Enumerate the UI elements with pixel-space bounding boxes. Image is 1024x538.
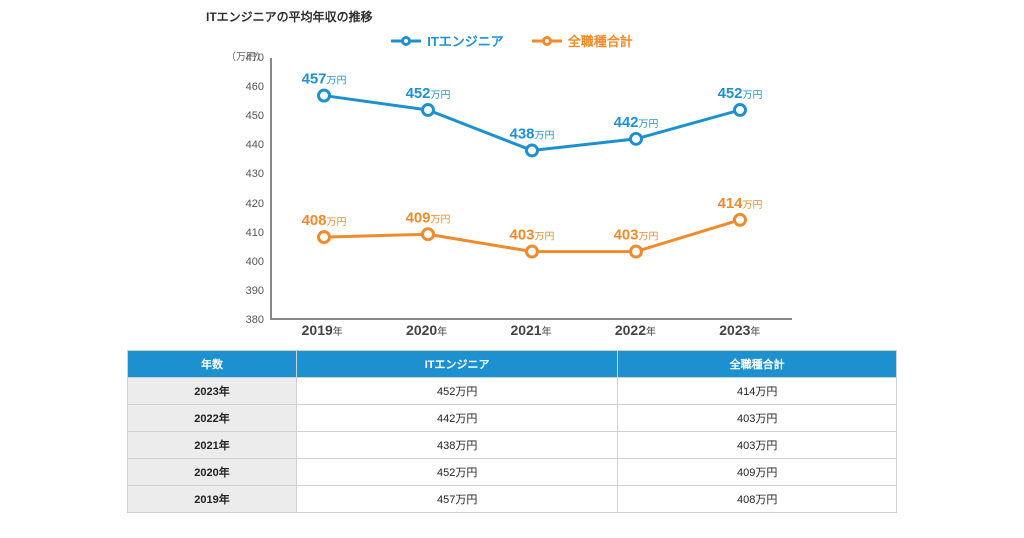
- table-header-cell: ITエンジニア: [297, 351, 618, 378]
- table-cell: 2022年: [128, 405, 297, 432]
- y-tick: 460: [246, 81, 264, 93]
- table-cell: 2020年: [128, 459, 297, 486]
- x-tick: 2022年: [583, 322, 687, 344]
- y-axis: 380390400410420430440450460470: [232, 58, 270, 320]
- data-label: 403万円: [614, 228, 659, 244]
- table-cell: 442万円: [297, 405, 618, 432]
- legend-swatch: [391, 34, 421, 48]
- data-label: 409万円: [406, 210, 451, 226]
- y-tick: 470: [246, 52, 264, 64]
- table-cell: 408万円: [618, 486, 897, 513]
- data-point: [735, 105, 746, 116]
- x-tick: 2019年: [270, 322, 374, 344]
- table-cell: 438万円: [297, 432, 618, 459]
- data-label: 408万円: [302, 213, 347, 229]
- y-tick: 440: [246, 139, 264, 151]
- y-tick: 420: [246, 198, 264, 210]
- table-row: 2022年442万円403万円: [128, 405, 897, 432]
- table-cell: 2021年: [128, 432, 297, 459]
- table-cell: 2023年: [128, 378, 297, 405]
- x-tick: 2021年: [479, 322, 583, 344]
- x-axis: 2019年2020年2021年2022年2023年: [270, 322, 792, 344]
- data-label: 403万円: [510, 228, 555, 244]
- table-header-cell: 年数: [128, 351, 297, 378]
- data-point: [527, 145, 538, 156]
- table-row: 2020年452万円409万円: [128, 459, 897, 486]
- data-point: [735, 214, 746, 225]
- chart-title: ITエンジニアの平均年収の推移: [206, 8, 988, 25]
- data-label: 438万円: [510, 127, 555, 143]
- table-row: 2023年452万円414万円: [128, 378, 897, 405]
- data-point: [423, 229, 434, 240]
- table-header-cell: 全職種合計: [618, 351, 897, 378]
- data-point: [319, 90, 330, 101]
- table-cell: 414万円: [618, 378, 897, 405]
- data-table: 年数ITエンジニア全職種合計 2023年452万円414万円2022年442万円…: [127, 350, 897, 513]
- data-label: 457万円: [302, 72, 347, 88]
- table-header: 年数ITエンジニア全職種合計: [128, 351, 897, 378]
- data-point: [423, 105, 434, 116]
- legend-swatch: [532, 34, 562, 48]
- y-tick: 390: [246, 285, 264, 297]
- table-cell: 2019年: [128, 486, 297, 513]
- chart-svg: 457万円 452万円 438万円 442万円 452万円 408万円 409万円 403万円…: [272, 58, 792, 318]
- table-cell: 452万円: [297, 459, 618, 486]
- legend-label: ITエンジニア: [427, 31, 504, 50]
- table-cell: 409万円: [618, 459, 897, 486]
- y-tick: 380: [246, 314, 264, 326]
- x-tick: 2020年: [374, 322, 478, 344]
- y-tick: 410: [246, 227, 264, 239]
- data-label: 414万円: [718, 196, 763, 212]
- table-cell: 403万円: [618, 432, 897, 459]
- data-label: 452万円: [718, 86, 763, 102]
- chart-legend: ITエンジニア 全職種合計: [36, 31, 988, 50]
- y-tick: 430: [246, 168, 264, 180]
- table-row: 2021年438万円403万円: [128, 432, 897, 459]
- legend-label: 全職種合計: [568, 31, 633, 50]
- data-point: [527, 246, 538, 257]
- data-point: [631, 246, 642, 257]
- legend-item-it: ITエンジニア: [391, 31, 504, 50]
- data-label: 452万円: [406, 86, 451, 102]
- y-tick: 400: [246, 256, 264, 268]
- plot-area: 457万円 452万円 438万円 442万円 452万円 408万円 409万円 403万円…: [270, 58, 792, 320]
- data-label: 442万円: [614, 115, 659, 131]
- legend-item-all: 全職種合計: [532, 31, 633, 50]
- data-point: [631, 133, 642, 144]
- chart-area: （万円） 380390400410420430440450460470 457万…: [232, 54, 792, 344]
- table-cell: 403万円: [618, 405, 897, 432]
- table-body: 2023年452万円414万円2022年442万円403万円2021年438万円…: [128, 378, 897, 513]
- table-row: 2019年457万円408万円: [128, 486, 897, 513]
- page: ITエンジニアの平均年収の推移 ITエンジニア全職種合計 （万円） 380390…: [0, 0, 1024, 538]
- table-cell: 452万円: [297, 378, 618, 405]
- data-point: [319, 232, 330, 243]
- table-cell: 457万円: [297, 486, 618, 513]
- y-tick: 450: [246, 110, 264, 122]
- x-tick: 2023年: [688, 322, 792, 344]
